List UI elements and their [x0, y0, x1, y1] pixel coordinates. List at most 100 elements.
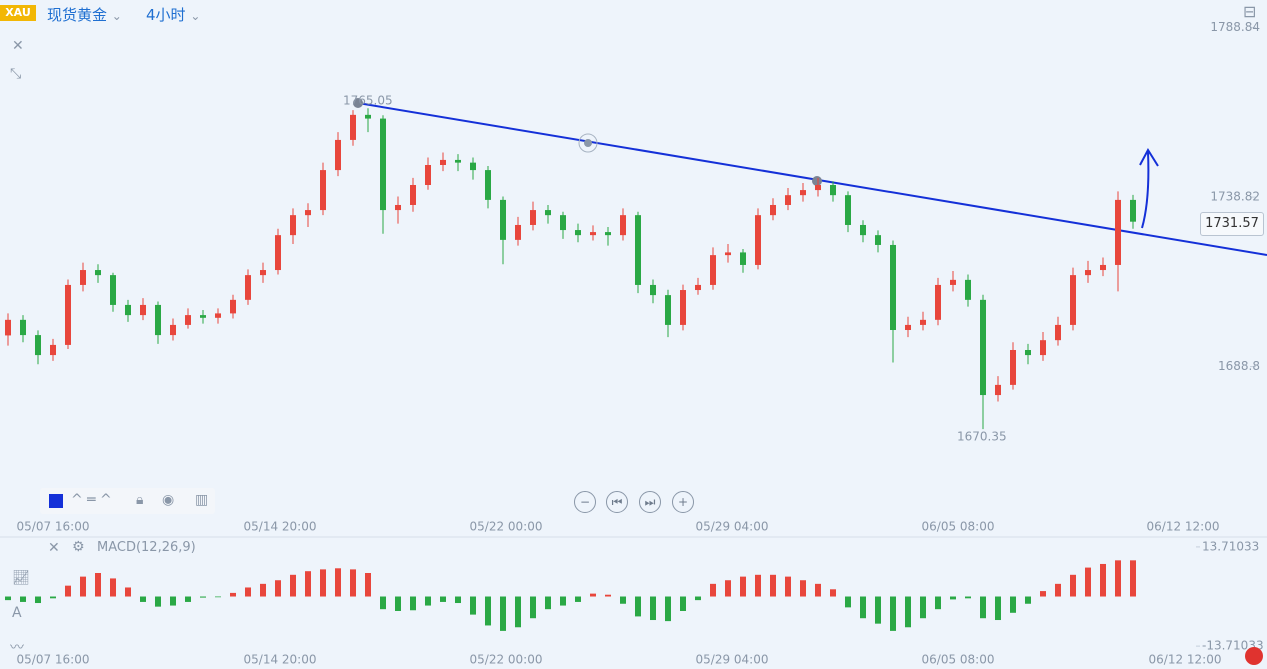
candle-body	[425, 165, 431, 185]
scroll-end[interactable]: ⏭	[639, 491, 661, 513]
candle-body	[290, 215, 296, 236]
candle-body	[935, 284, 941, 320]
macd-bar	[965, 596, 971, 599]
instrument-selector[interactable]: 现货黄金 ⌄	[47, 6, 122, 24]
zoom-in[interactable]: +	[672, 491, 694, 513]
macd-bar	[485, 596, 491, 626]
macd-bar	[230, 592, 236, 597]
candle-body	[1055, 324, 1061, 341]
macd-bar	[935, 596, 941, 610]
macd-bar	[695, 596, 701, 601]
macd-settings[interactable]: ⚙	[72, 539, 85, 555]
timeframe[interactable]: 4小时	[146, 6, 186, 24]
draw-tool[interactable]: A	[12, 605, 22, 621]
macd-bar	[275, 580, 281, 597]
instrument[interactable]: 现货黄金	[47, 6, 108, 24]
macd-bar	[740, 576, 746, 597]
macd-bar	[845, 596, 851, 608]
lock-button[interactable]: 🔒︎	[136, 492, 144, 508]
candle-body	[1040, 340, 1046, 356]
candle-body	[980, 299, 986, 396]
macd-close[interactable]: ✕	[48, 540, 60, 556]
macd-bar	[185, 596, 191, 602]
x-tick-label: 05/07 16:00	[17, 653, 90, 667]
candle-body	[1025, 349, 1031, 356]
macd-bar	[305, 571, 311, 597]
macd-title: MACD(12,26,9)	[97, 540, 196, 555]
candle-body	[260, 270, 266, 276]
macd-bar	[350, 569, 356, 597]
macd-bar	[560, 596, 566, 606]
candle-body	[575, 230, 581, 236]
collapse-button[interactable]: ⤡	[10, 66, 22, 82]
candle-body	[590, 232, 596, 236]
macd-bar	[110, 578, 116, 597]
candle-body	[335, 139, 341, 171]
macd-bar	[1025, 596, 1031, 604]
macd-bar	[95, 572, 101, 597]
delete-button[interactable]: ▥	[195, 492, 209, 508]
macd-bar	[440, 596, 446, 602]
macd-bar	[245, 587, 251, 597]
macd-bar	[455, 596, 461, 604]
candle-body	[185, 315, 191, 325]
macd-bar	[860, 596, 866, 619]
macd-bar	[1070, 574, 1076, 597]
candle-body	[860, 224, 866, 236]
macd-bar	[35, 596, 41, 604]
app-icon[interactable]	[1245, 647, 1263, 665]
candle-body	[695, 284, 701, 291]
macd-bar	[1085, 567, 1091, 597]
anchor-point[interactable]	[584, 139, 592, 147]
x-tick-label: 06/12 12:00	[1149, 653, 1222, 667]
visibility-button[interactable]: ◉	[162, 492, 175, 508]
macd-bar	[260, 583, 266, 597]
candle-body	[230, 299, 236, 314]
candle-body	[65, 284, 71, 345]
macd-bar	[425, 596, 431, 606]
candle-body	[680, 290, 686, 325]
anchor-point[interactable]	[578, 133, 598, 153]
candle-body	[5, 319, 11, 336]
anchor-point[interactable]	[353, 98, 363, 108]
x-tick-label: 05/22 00:00	[470, 653, 543, 667]
candle-body	[905, 324, 911, 331]
macd-bar	[50, 596, 56, 599]
color-picker[interactable]	[49, 494, 63, 508]
candle-body	[815, 184, 821, 191]
close-button[interactable]: ✕	[12, 38, 24, 54]
wave-tool[interactable]: 〰	[10, 640, 24, 656]
macd-bar	[365, 572, 371, 597]
candle-body	[950, 279, 956, 285]
candle-body	[1100, 264, 1106, 271]
macd-bar	[380, 596, 386, 610]
candle-body	[890, 244, 896, 331]
zoom-out[interactable]: −	[574, 491, 596, 513]
candle-body	[545, 210, 551, 216]
candle-body	[1115, 199, 1121, 265]
candle-body	[110, 275, 116, 305]
candle-body	[995, 384, 1001, 396]
macd-bar	[590, 593, 596, 597]
symbol-badge[interactable]: XAU	[0, 5, 36, 21]
macd-bar	[410, 596, 416, 611]
scroll-start[interactable]: ⏮	[606, 491, 628, 513]
drawn-arrow[interactable]	[1139, 148, 1159, 229]
macd-bar	[770, 574, 776, 597]
timeframe-selector[interactable]: 4小时 ⌄	[146, 6, 201, 24]
indicator-tool[interactable]: 📈︎	[12, 570, 30, 586]
panel-toggle[interactable]: ⊟	[1243, 2, 1257, 21]
macd-bar	[1115, 560, 1121, 597]
candle-body	[830, 184, 836, 196]
macd-bar	[65, 585, 71, 597]
macd-bar	[980, 596, 986, 619]
macd-bar	[1100, 563, 1106, 597]
x-tick-label: 06/12 12:00	[1147, 520, 1220, 534]
macd-bar	[395, 596, 401, 611]
candle-body	[740, 252, 746, 265]
macd-bar	[320, 569, 326, 597]
line-style[interactable]: ^ ═ ^	[71, 492, 112, 508]
macd-bar	[950, 596, 956, 600]
low-label: 1670.35	[957, 430, 1007, 444]
anchor-point[interactable]	[812, 176, 822, 186]
